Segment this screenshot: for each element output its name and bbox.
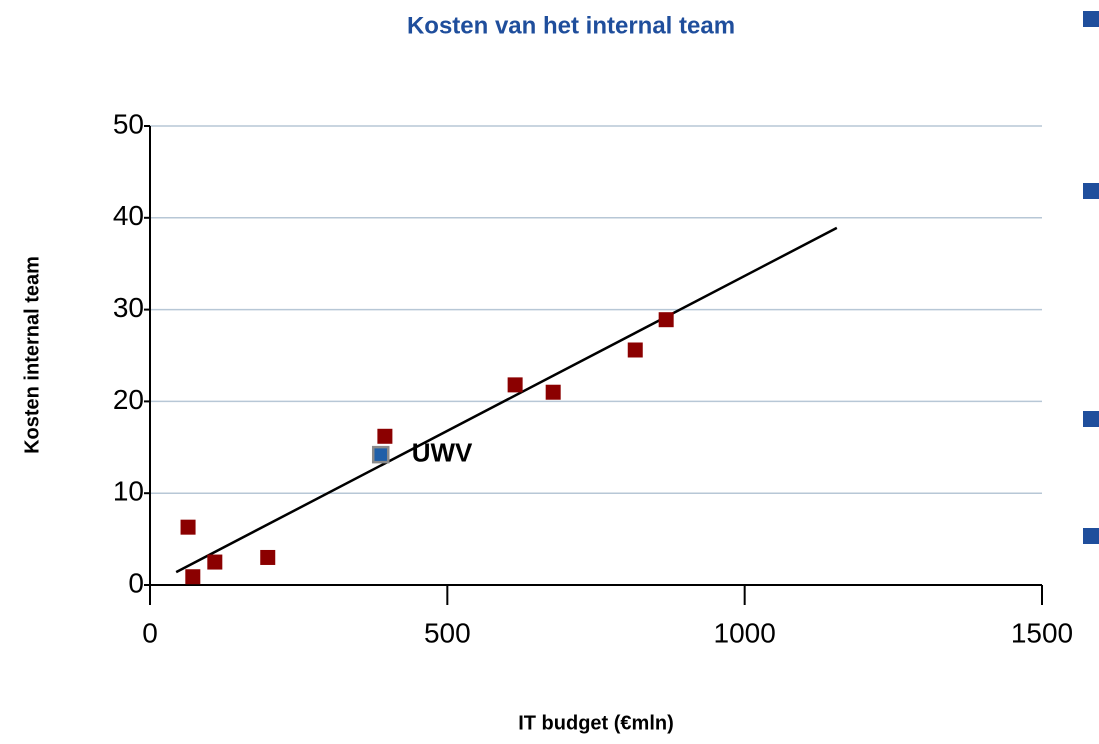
- x-tick-label: 500: [424, 617, 471, 648]
- y-tick-label: 10: [113, 476, 144, 507]
- y-tick-label: 30: [113, 292, 144, 323]
- y-tick-label: 40: [113, 200, 144, 231]
- point: [658, 312, 674, 328]
- point-label: UWV: [412, 438, 473, 468]
- point: [180, 519, 196, 535]
- point: [371, 445, 390, 464]
- point: [260, 549, 276, 565]
- y-tick-label: 0: [128, 567, 144, 598]
- point: [507, 377, 523, 393]
- y-tick-label: 50: [113, 108, 144, 139]
- x-tick-label: 1500: [1011, 617, 1073, 648]
- y-tick-label: 20: [113, 384, 144, 415]
- x-tick-label: 0: [142, 617, 158, 648]
- y-axis-label: Kosten internal team: [21, 256, 43, 454]
- x-tick-label: 1000: [714, 617, 776, 648]
- bullet: [1083, 183, 1099, 199]
- bullet: [1083, 411, 1099, 427]
- x-axis-label: IT budget (€mln): [518, 712, 674, 734]
- point: [545, 384, 561, 400]
- chart-title: Kosten van het internal team: [407, 12, 735, 39]
- bullet: [1083, 528, 1099, 544]
- bullet: [1083, 11, 1099, 27]
- point: [185, 569, 201, 585]
- point: [207, 554, 223, 570]
- trend-line: [175, 226, 838, 574]
- point: [627, 342, 643, 358]
- point: [377, 428, 393, 444]
